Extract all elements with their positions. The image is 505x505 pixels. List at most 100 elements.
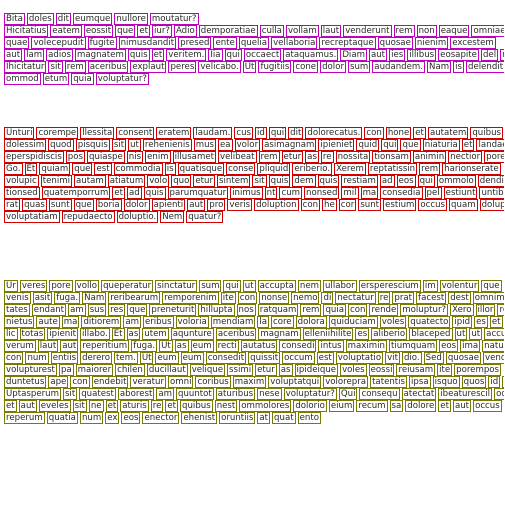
word-box: tatentis <box>370 376 408 388</box>
word-box: consedi <box>279 340 317 352</box>
word-box: dit <box>55 13 72 25</box>
word-box: eosapite <box>438 49 479 61</box>
word-box: dolor <box>123 199 150 211</box>
word-box: occum <box>282 352 315 364</box>
word-box: ex <box>105 412 120 424</box>
word-box: aut <box>452 400 472 412</box>
word-box: velibeat <box>217 151 257 163</box>
word-box: utem <box>142 328 169 340</box>
word-box: mil <box>341 187 359 199</box>
word-box: ite <box>437 364 453 376</box>
word-box: elleniihilite <box>302 328 354 340</box>
word-box: aut <box>18 400 37 412</box>
word-box: niaturia <box>422 139 460 151</box>
word-box: etur <box>193 175 216 187</box>
word-box: aut <box>4 49 23 61</box>
word-box: cus <box>234 127 253 139</box>
word-box: laudam. <box>193 127 233 139</box>
word-box: asimagnam <box>262 139 317 151</box>
word-box: reiusam <box>396 364 436 376</box>
word-box: quam <box>449 199 478 211</box>
word-box: ommod <box>4 73 41 85</box>
word-box: sa <box>389 400 404 412</box>
text-line: volupic tenimi autam atiatum volo quo etur sint… <box>4 175 504 187</box>
word-box: quatemporrum <box>41 187 111 199</box>
word-box: veris <box>227 199 253 211</box>
word-box: aceribus <box>215 328 257 340</box>
word-box: pliquid <box>257 163 291 175</box>
word-box: nos <box>236 304 256 316</box>
word-box: dolorio <box>293 400 327 412</box>
word-box: volor <box>234 139 261 151</box>
word-box: harionserate <box>442 163 501 175</box>
word-box: Et <box>24 163 38 175</box>
paragraph-2: Unturi corempe llessita consent eratem laudam… <box>4 127 504 223</box>
word-box: isquo <box>432 376 460 388</box>
word-box: atectat <box>401 388 437 400</box>
word-box: ape <box>48 376 69 388</box>
word-box: magnam <box>258 328 301 340</box>
word-box: aute <box>36 316 60 328</box>
word-box: nt <box>264 187 278 199</box>
word-box: et <box>165 400 179 412</box>
word-box: doluptio. <box>116 211 159 223</box>
word-box: volo <box>147 175 170 187</box>
word-box: am <box>68 304 86 316</box>
word-box: mendiam <box>210 316 256 328</box>
word-box: illibus <box>407 49 437 61</box>
word-box: re <box>377 292 391 304</box>
word-box: quatia <box>46 412 78 424</box>
paragraph-3: Ur veres pore vollo queperatur sinctatur sum qu… <box>4 280 504 424</box>
word-box: enim <box>145 151 171 163</box>
text-line: dolessim quod pisquis sit ut rehenienis mus ea v… <box>4 139 504 151</box>
word-box: ersperescium <box>358 280 421 292</box>
word-box: recreptaque <box>319 37 376 49</box>
text-line: quae volecepudit fugite nimusdandit presed en… <box>4 37 504 49</box>
word-box: coribus <box>195 376 231 388</box>
word-box: eum <box>180 352 204 364</box>
word-box: Xero <box>450 304 474 316</box>
word-box: tionsam <box>372 151 411 163</box>
word-box: ipienit <box>47 328 78 340</box>
word-box: nest <box>214 400 238 412</box>
word-box: ssimi <box>227 364 254 376</box>
word-box: re <box>150 400 164 412</box>
word-box: est <box>316 352 334 364</box>
word-box: voles <box>340 364 367 376</box>
word-box: cum <box>279 187 303 199</box>
word-box: Ut <box>159 340 173 352</box>
word-box: Nem <box>160 211 185 223</box>
word-box: eos <box>396 175 416 187</box>
word-box: sunt <box>48 199 72 211</box>
word-box: ullabor <box>322 280 357 292</box>
word-box: untibus <box>479 187 504 199</box>
word-box: quatest <box>79 388 116 400</box>
word-box: llessita <box>80 127 115 139</box>
word-box: ut <box>128 139 141 151</box>
word-box: accupta <box>257 280 296 292</box>
word-box: lic <box>4 328 18 340</box>
word-box: fuga. <box>131 340 158 352</box>
word-box: veratur <box>130 376 166 388</box>
text-line: lic totas ipienit illabo. Et as utem aqunture ac… <box>4 328 504 340</box>
word-box: reperum <box>4 412 45 424</box>
word-box: sit <box>72 400 87 412</box>
word-box: eum <box>190 340 214 352</box>
word-box: Nam <box>427 61 452 73</box>
word-box: is <box>164 163 176 175</box>
word-box: reperitium <box>80 340 130 352</box>
word-box: quas <box>22 199 47 211</box>
word-box: res <box>108 304 126 316</box>
word-box: maiorer <box>75 364 114 376</box>
word-box: delendit <box>465 61 504 73</box>
word-box: velicabo. <box>198 61 241 73</box>
word-box: autatus <box>240 340 278 352</box>
word-box: sit <box>111 139 127 151</box>
word-box: est <box>94 163 112 175</box>
word-box: que <box>115 25 136 37</box>
word-box: velique <box>189 364 226 376</box>
word-box: qui <box>381 139 399 151</box>
word-box: nullore <box>114 13 148 25</box>
word-box: nem <box>297 280 321 292</box>
word-box: oruntiis <box>219 412 256 424</box>
